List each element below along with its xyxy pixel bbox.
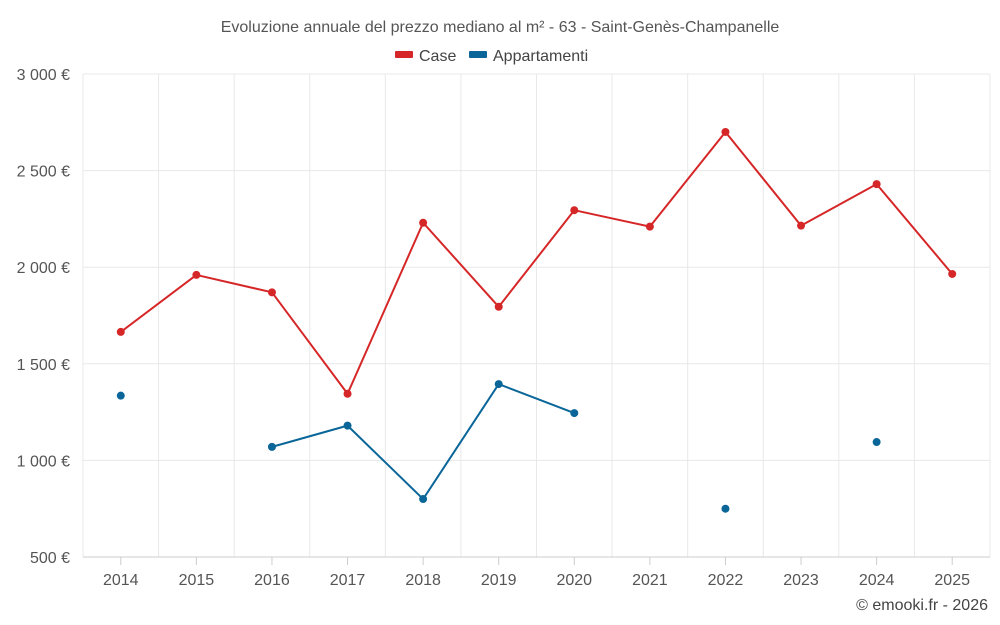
data-point-appartamenti[interactable] [872,438,881,447]
legend-label-case: Case [419,48,456,65]
data-point-case[interactable] [343,389,352,398]
legend-swatch-appartamenti [469,51,487,58]
x-tick-label: 2015 [179,572,215,589]
x-tick-label: 2021 [632,572,668,589]
credit-text: © emooki.fr - 2026 [856,597,988,614]
x-tick-label: 2014 [103,572,139,589]
data-point-case[interactable] [645,222,654,231]
data-point-appartamenti[interactable] [419,495,428,504]
y-tick-label: 3 000 € [17,67,70,84]
y-tick-label: 2 500 € [17,164,70,181]
data-point-case[interactable] [570,206,579,215]
data-point-case[interactable] [948,269,957,278]
data-point-case[interactable] [116,327,125,336]
x-tick-label: 2019 [481,572,517,589]
x-tick-label: 2016 [254,572,290,589]
data-point-appartamenti[interactable] [721,504,730,513]
x-tick-label: 2017 [330,572,366,589]
x-axis-ticks: 2014 2015 2016 2017 2018 2019 2020 2021 2022 2023… [103,557,970,589]
y-tick-label: 2 000 € [17,260,70,277]
data-point-case[interactable] [419,218,428,227]
gridlines [82,73,991,558]
data-point-case[interactable] [192,270,201,279]
y-tick-label: 500 € [30,550,70,567]
legend-item-case[interactable]: Case [395,48,456,65]
series-line-case [120,130,953,395]
x-tick-label: 2025 [934,572,970,589]
chart-title: Evoluzione annuale del prezzo mediano al… [221,19,780,36]
x-tick-label: 2024 [859,572,895,589]
y-tick-label: 1 000 € [17,453,70,470]
data-point-case[interactable] [494,302,503,311]
x-tick-label: 2023 [783,572,819,589]
y-axis-ticks: 500 € 1 000 € 1 500 € 2 000 € 2 500 € 3 000 € [17,67,70,567]
series-line-appartamenti [271,383,575,501]
data-point-appartamenti[interactable] [570,409,579,418]
x-tick-label: 2022 [708,572,744,589]
legend-item-appartamenti[interactable]: Appartamenti [469,48,588,65]
legend: Case Appartamenti [395,48,588,65]
x-tick-label: 2020 [556,572,592,589]
data-point-appartamenti[interactable] [267,442,276,451]
data-point-case[interactable] [872,180,881,189]
legend-swatch-case [395,51,413,58]
data-point-appartamenti[interactable] [494,380,503,389]
y-tick-label: 1 500 € [17,357,70,374]
series-layer [116,127,957,513]
x-tick-label: 2018 [405,572,441,589]
data-point-case[interactable] [797,221,806,230]
data-point-appartamenti[interactable] [116,391,125,400]
data-point-case[interactable] [267,288,276,297]
data-point-case[interactable] [721,127,730,136]
legend-label-appartamenti: Appartamenti [493,48,588,65]
data-point-appartamenti[interactable] [343,421,352,430]
